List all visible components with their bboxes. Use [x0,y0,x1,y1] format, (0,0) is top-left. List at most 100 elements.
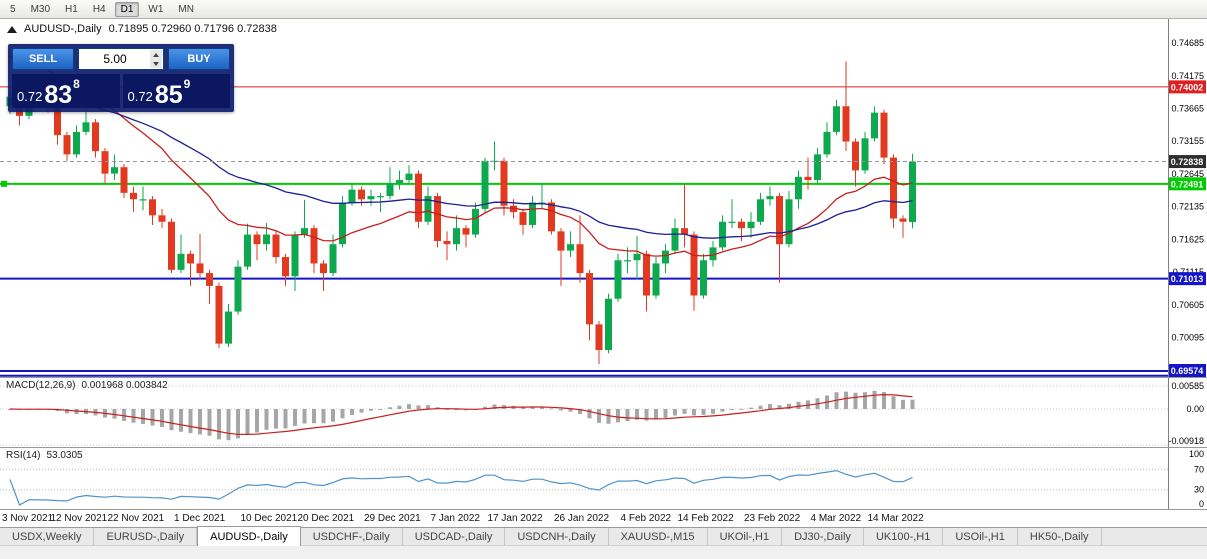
macd-histogram-bar [559,409,563,411]
macd-indicator-panel: MACD(12,26,9) 0.001968 0.003842 0.00585 0.… [0,377,1207,447]
price-axis-label: 0.74175 [1171,71,1204,81]
macd-histogram-bar [293,409,297,426]
macd-histogram-bar [853,392,858,409]
candle-body [63,135,71,155]
candle-body [833,106,840,132]
moving-average-line [9,55,913,257]
candle-body [158,215,166,222]
candle-body [386,183,394,197]
chart-tab[interactable]: USDCHF-,Daily [301,528,403,545]
price-axis-label: 0.70095 [1171,333,1204,343]
chart-tab[interactable]: USDCAD-,Daily [403,528,506,545]
chart-tab[interactable]: USDX,Weekly [0,528,95,545]
macd-chart[interactable]: 0.00585 0.00 -0.00918 [0,378,1207,447]
price-tag [1169,155,1206,169]
candle-body [491,160,498,162]
candle-body [225,311,232,344]
chart-tab[interactable]: EURUSD-,Daily [94,528,198,545]
rsi-line [9,469,913,506]
chart-tab-bar: USDX,Weekly EURUSD-,Daily AUDUSD-,Daily USD… [0,526,1207,546]
price-axis-label: 0.72135 [1171,202,1204,212]
candle-body [348,189,356,203]
candle-body [177,253,185,270]
price-tag-label: 0.72838 [1171,157,1204,167]
date-label: 26 Jan 2022 [554,513,610,524]
candle-body [310,228,318,264]
chart-tab[interactable]: UKOil-,H1 [708,528,783,545]
rsi-axis-label: 30 [1194,485,1204,495]
macd-histogram-bar [606,409,611,424]
chart-tab[interactable]: XAUUSD-,M15 [609,528,708,545]
macd-histogram-bar [112,409,117,419]
candle-body [576,244,584,274]
candle-body [909,161,916,223]
timeframe-button-5[interactable]: 5 [10,3,16,15]
candle-body [396,180,403,184]
chart-tab[interactable]: USDCNH-,Daily [505,528,609,545]
buy-button[interactable]: BUY [168,48,230,70]
sell-price-pipette: 8 [73,77,80,91]
date-label: 20 Dec 2021 [297,513,355,524]
timeframe-button-mn[interactable]: MN [178,3,194,15]
macd-histogram-bar [321,409,326,424]
macd-histogram-bar [369,409,373,411]
chart-tab[interactable]: USOil-,H1 [943,528,1018,545]
candle-body [880,112,888,158]
price-tag [1169,364,1206,377]
sell-button[interactable]: SELL [12,48,74,70]
main-chart-panel: 0.74685 0.74175 0.73665 0.73155 0.72645 0.721… [0,19,1207,377]
rsi-axis-label: 100 [1189,449,1204,459]
macd-histogram-bar [901,399,905,409]
candle-body [595,324,603,351]
date-label: 14 Mar 2022 [867,513,924,524]
candle-body [339,202,346,245]
rsi-axis-label: 70 [1194,464,1204,474]
one-click-toggle-icon[interactable] [7,25,17,33]
chart-tab[interactable]: AUDUSD-,Daily [197,526,301,546]
macd-histogram-bar [340,409,345,419]
candle-body [766,196,774,200]
candle-body [785,199,793,245]
timeframe-button-d1[interactable]: D1 [114,1,140,17]
timeframe-button-m30[interactable]: M30 [30,3,51,15]
timeframe-button-h4[interactable]: H4 [92,3,106,15]
macd-axis-label: 0.00585 [1171,381,1204,391]
macd-histogram-bar [891,396,896,409]
price-axis-label: 0.73665 [1171,104,1204,114]
buy-price-display[interactable]: 0.72 85 9 [122,74,230,108]
candle-body [804,176,812,181]
macd-histogram-bar [312,409,316,424]
lot-decrease-icon[interactable] [153,61,159,66]
sell-price-display[interactable]: 0.72 83 8 [12,74,120,108]
candle-body [377,196,384,198]
macd-histogram-bar [492,404,497,409]
candle-body [282,257,289,277]
timeframe-button-h1[interactable]: H1 [65,3,78,15]
candle-body [852,141,859,171]
macd-histogram-bar [625,409,630,422]
macd-histogram-bar [549,408,554,410]
line-handle[interactable] [1,180,7,187]
time-axis[interactable]: 3 Nov 2021 12 Nov 2021 22 Nov 2021 1 Dec 20… [0,509,1207,527]
candle-body [73,131,80,155]
macd-histogram-bar [122,409,126,421]
candle-body [206,273,213,286]
lot-size-input[interactable]: 5.00 [78,48,164,70]
macd-histogram-bar [682,409,687,414]
chart-tab[interactable]: UK100-,H1 [864,528,944,545]
candle-body [462,228,470,235]
candle-body [899,218,907,222]
timeframe-button-w1[interactable]: W1 [148,3,164,15]
lot-increase-icon[interactable] [153,52,159,57]
chart-tab[interactable]: HK50-,Daily [1018,528,1102,545]
candle-body [890,157,897,219]
candle-body [614,260,622,299]
chart-tab[interactable]: DJ30-,Daily [782,528,864,545]
candle-body [700,260,707,296]
macd-histogram-bar [264,409,269,430]
rsi-label: RSI(14) 53.0305 [6,450,83,461]
candle-body [605,298,612,351]
rsi-chart[interactable]: 100 70 30 0 [0,448,1207,509]
date-label: 17 Jan 2022 [487,513,543,524]
candle-body [130,192,137,200]
